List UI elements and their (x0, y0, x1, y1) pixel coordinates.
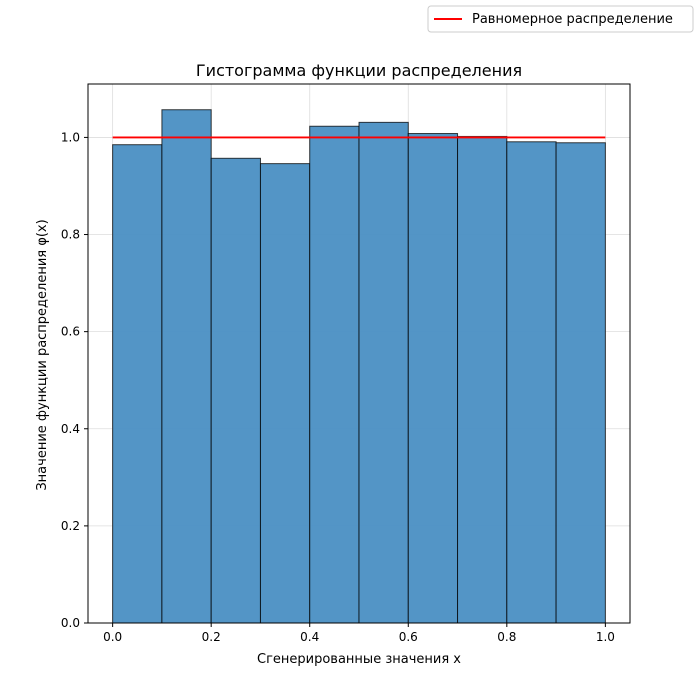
histogram-bar-9 (555, 142, 606, 624)
histogram-bar-1 (161, 109, 212, 624)
histogram-bar-0 (112, 144, 163, 624)
histogram-bar-4 (309, 125, 360, 624)
x-tick-label-3: 0.6 (399, 630, 418, 644)
x-axis-label: Сгенерированные значения x (257, 652, 461, 667)
histogram-bar-6 (407, 133, 459, 624)
y-tick-label-4: 0.8 (61, 228, 80, 242)
y-axis-ticks: 0.0 0.2 0.4 0.6 0.8 1.0 (61, 130, 88, 630)
y-axis-label: Значение функции распределения φ(x) (35, 219, 50, 490)
y-tick-label-2: 0.4 (61, 422, 80, 436)
histogram-bar-8 (506, 141, 557, 624)
legend-label: Равномерное распределение (472, 12, 673, 27)
y-tick-label-0: 0.0 (61, 616, 80, 630)
histogram-bars (112, 109, 606, 624)
histogram-bar-3 (259, 163, 311, 624)
x-tick-label-2: 0.4 (300, 630, 319, 644)
histogram-bar-7 (457, 135, 508, 624)
y-tick-label-5: 1.0 (61, 130, 80, 144)
legend: Равномерное распределение (427, 5, 694, 33)
histogram-bar-5 (358, 121, 409, 624)
x-tick-label-4: 0.8 (497, 630, 516, 644)
x-axis-ticks: 0.0 0.2 0.4 0.6 0.8 1.0 (103, 623, 615, 644)
histogram-bar-2 (210, 157, 261, 624)
x-tick-label-1: 0.2 (202, 630, 221, 644)
x-tick-label-5: 1.0 (596, 630, 615, 644)
y-tick-label-3: 0.6 (61, 325, 80, 339)
axes-frame (87, 83, 631, 624)
legend-box (427, 5, 694, 33)
y-tick-label-1: 0.2 (61, 519, 80, 533)
x-tick-label-0: 0.0 (103, 630, 122, 644)
chart-title: Гистограмма функции распределения (196, 61, 522, 80)
